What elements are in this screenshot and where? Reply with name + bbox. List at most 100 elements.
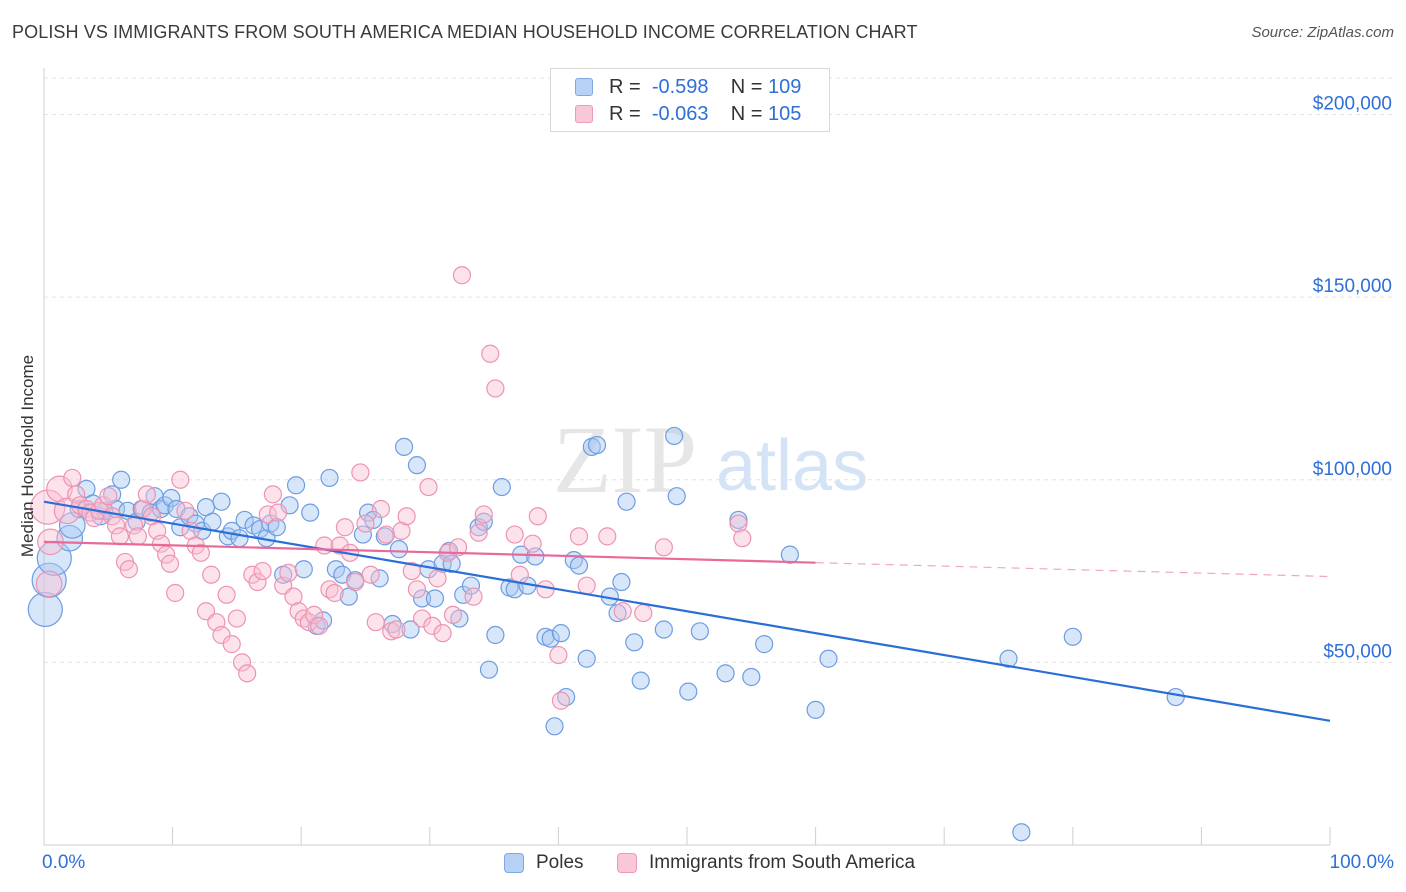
immigrants-point [729, 514, 748, 533]
legend-label-poles: Poles [536, 852, 584, 873]
y-tick-labels: $50,000 $100,000 $150,000 $200,000 [1313, 94, 1392, 663]
poles-point [631, 671, 650, 690]
immigrants-trend-line-dashed [815, 562, 1331, 578]
immigrants-point [397, 507, 416, 526]
poles-point [577, 649, 596, 668]
legend-swatch-blue [575, 78, 593, 96]
immigrants-point [474, 505, 493, 524]
poles-point [654, 620, 673, 639]
immigrants-point [443, 605, 463, 625]
poles-point [690, 622, 709, 641]
poles-point [486, 625, 505, 645]
immigrants-point [351, 463, 370, 482]
poles-point [755, 635, 774, 654]
immigrants-point [569, 527, 589, 546]
poles-point [780, 545, 799, 564]
immigrants-point [35, 570, 63, 598]
immigrants-point [486, 379, 505, 398]
immigrants-point [402, 561, 421, 581]
poles-point [667, 487, 686, 506]
immigrants-point [371, 499, 391, 519]
poles-point [679, 682, 698, 701]
immigrants-point [263, 485, 283, 504]
poles-point [425, 589, 445, 608]
poles-point [27, 591, 63, 628]
immigrants-point [387, 620, 406, 639]
immigrants-point [128, 527, 147, 546]
immigrants-point [176, 501, 195, 520]
poles-point [617, 492, 636, 511]
immigrants-point [217, 585, 236, 604]
source-label: Source: ZipAtlas.com [1251, 24, 1394, 41]
immigrants-point [549, 645, 568, 665]
poles-point [394, 437, 414, 456]
immigrants-point [106, 516, 126, 535]
legend-swatch-poles [504, 853, 524, 873]
legend-r-label: R = [609, 102, 641, 125]
immigrants-point [279, 563, 298, 582]
chart-title: POLISH VS IMMIGRANTS FROM SOUTH AMERICA … [12, 22, 918, 42]
immigrants-point [423, 616, 442, 635]
watermark-atlas: atlas [716, 426, 868, 506]
poles-trend-line [43, 500, 1331, 722]
immigrants-point [119, 560, 138, 579]
poles-point [294, 560, 313, 579]
x-axis-max-label: 100.0% [1329, 852, 1394, 873]
immigrants-point [67, 485, 86, 504]
immigrants-point [63, 468, 82, 488]
legend-row-immigrants: R = -0.063 N = 105 [575, 103, 801, 125]
immigrants-point [577, 576, 596, 595]
poles-point [230, 529, 249, 548]
immigrants-point [452, 266, 472, 285]
immigrants-point [268, 503, 288, 522]
poles-point [479, 660, 499, 679]
legend-r-value: -0.598 [651, 75, 709, 98]
watermark-zip: ZIP [553, 406, 697, 513]
legend-row-poles: R = -0.598 N = 109 [575, 76, 801, 98]
immigrants-point [634, 603, 653, 623]
poles-point [267, 518, 286, 537]
poles-point [235, 510, 254, 530]
poles-point [1166, 687, 1185, 707]
immigrants-point [366, 613, 385, 632]
poles-point [999, 649, 1018, 668]
immigrants-point [613, 602, 632, 621]
immigrants-point [356, 514, 375, 533]
poles-point [625, 633, 644, 652]
y-tick-label: $50,000 [1323, 641, 1392, 662]
immigrants-point [227, 609, 246, 628]
legend-r-value: -0.063 [651, 102, 709, 125]
legend-item-poles: Poles [504, 852, 584, 874]
y-axis-label: Median Household Income [18, 354, 37, 558]
immigrants-point [335, 518, 355, 537]
poles-point [112, 470, 131, 489]
immigrants-point [346, 572, 365, 592]
immigrants-point [598, 527, 617, 546]
poles-point [389, 540, 409, 559]
y-tick-label: $200,000 [1313, 94, 1392, 115]
immigrants-point [238, 664, 257, 683]
y-tick-label: $150,000 [1313, 276, 1392, 297]
poles-point [155, 496, 174, 515]
legend-n-label: N = [730, 102, 763, 125]
immigrants-point [428, 569, 447, 588]
poles-point [407, 456, 427, 475]
immigrants-point [433, 624, 452, 643]
poles-point [819, 649, 838, 668]
trend-lines [43, 500, 1331, 722]
immigrants-point [528, 507, 547, 526]
immigrants-point [376, 525, 396, 544]
immigrants-trend-line [43, 540, 816, 564]
immigrants-point [137, 485, 156, 504]
immigrants-point [212, 625, 231, 645]
immigrants-point [166, 583, 185, 603]
legend-n-value: 105 [768, 102, 802, 125]
immigrants-point [160, 554, 180, 573]
poles-point [58, 512, 86, 539]
poles-point [551, 624, 571, 643]
immigrants-point [419, 477, 438, 497]
poles-point [162, 488, 181, 508]
poles-point [1012, 823, 1031, 842]
poles-point [461, 576, 481, 595]
immigrants-point [464, 587, 483, 606]
